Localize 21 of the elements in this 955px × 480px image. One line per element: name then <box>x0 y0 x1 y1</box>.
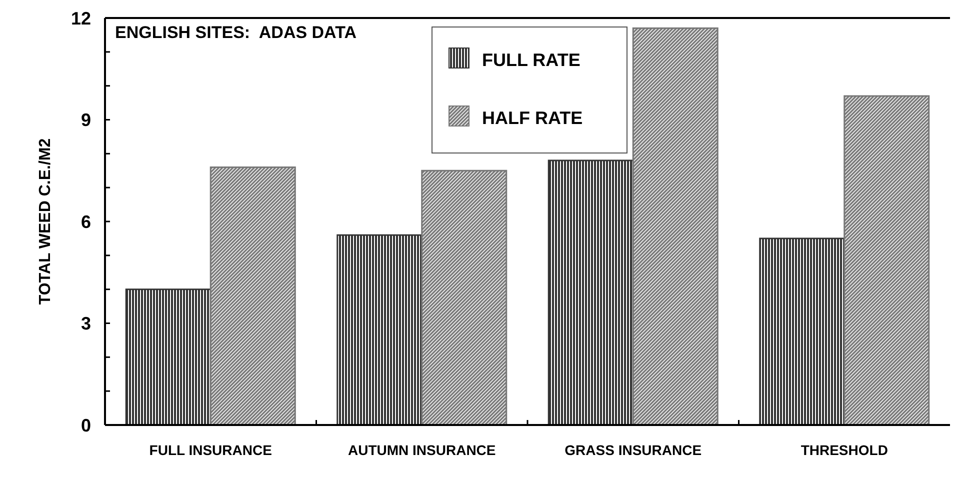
y-tick-label: 0 <box>80 415 91 436</box>
bar <box>844 95 930 426</box>
bar <box>421 170 508 426</box>
bar <box>336 234 423 426</box>
y-axis-title: TOTAL WEED C.E./M2 <box>37 138 54 305</box>
x-tick-label: THRESHOLD <box>800 442 888 458</box>
x-tick-label: FULL INSURANCE <box>149 442 272 458</box>
x-tick-label: AUTUMN INSURANCE <box>348 442 496 458</box>
bar <box>125 288 212 426</box>
y-tick-label: 12 <box>70 8 91 28</box>
x-tick-label: GRASS INSURANCE <box>564 442 702 458</box>
legend-label: FULL RATE <box>482 50 580 70</box>
bar <box>759 238 846 426</box>
y-tick-label: 9 <box>80 110 91 130</box>
y-tick-label: 6 <box>80 212 91 232</box>
bar <box>632 27 718 426</box>
legend-label: HALF RATE <box>482 108 583 128</box>
y-tick-label: 3 <box>80 314 91 334</box>
bar <box>548 160 634 426</box>
chart-title: ENGLISH SITES: ADAS DATA <box>115 23 356 42</box>
bar <box>210 166 296 426</box>
